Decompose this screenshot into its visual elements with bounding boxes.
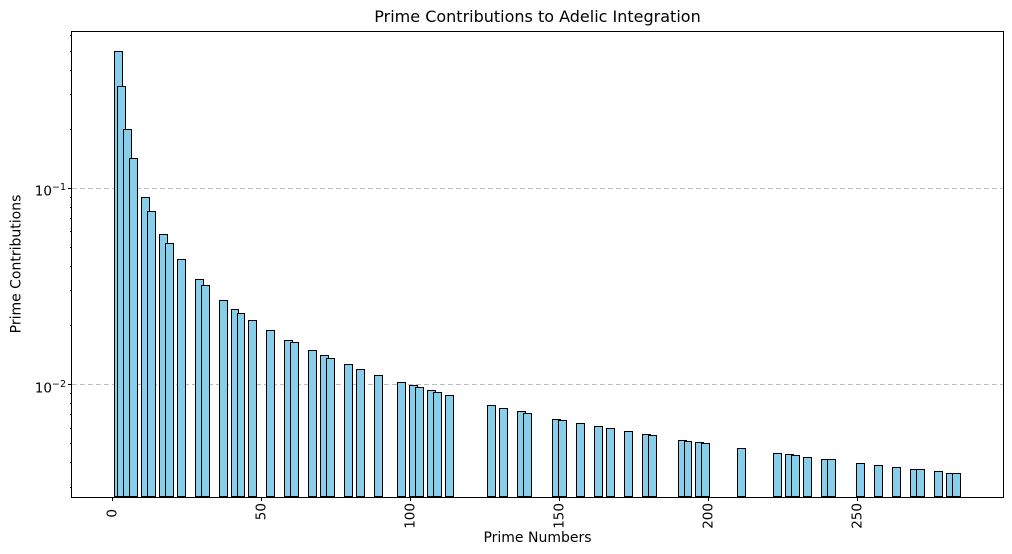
y-axis-label: Prime Contributions	[8, 194, 25, 334]
y-minor-tick	[69, 403, 72, 405]
bar	[176, 259, 186, 497]
x-tick-label: 150	[551, 503, 568, 529]
y-minor-tick	[69, 128, 72, 130]
bar	[147, 210, 157, 497]
y-gridline	[72, 187, 1003, 189]
bar	[486, 404, 496, 497]
y-major-tick	[68, 187, 72, 189]
y-minor-tick	[69, 231, 72, 233]
bar	[445, 394, 455, 497]
y-gridline	[72, 384, 1003, 386]
x-tick-label: 0	[104, 509, 121, 518]
chart-title: Prime Contributions to Adelic Integratio…	[374, 7, 701, 26]
y-minor-tick	[69, 206, 72, 208]
bar	[933, 471, 943, 497]
y-tick-label: 10−2	[34, 378, 66, 397]
bar	[498, 407, 508, 497]
x-tick-label: 50	[253, 503, 270, 521]
bar	[606, 428, 615, 497]
bar	[415, 387, 425, 497]
x-tick-label: 100	[402, 503, 419, 529]
bar	[308, 350, 317, 497]
bar	[701, 443, 711, 497]
x-major-tick	[410, 497, 412, 501]
bar	[892, 466, 902, 497]
bar	[647, 435, 657, 497]
y-minor-tick	[69, 218, 72, 220]
y-minor-tick	[69, 414, 72, 416]
y-minor-tick	[69, 427, 72, 429]
x-tick-label: 200	[700, 503, 717, 529]
bar	[373, 374, 383, 497]
bar	[248, 320, 258, 497]
y-minor-tick	[69, 94, 72, 96]
y-minor-tick	[69, 486, 72, 488]
bar	[790, 455, 800, 497]
bar	[737, 448, 747, 497]
bar	[129, 158, 139, 497]
y-minor-tick	[69, 443, 72, 445]
bar	[218, 299, 228, 497]
bar	[802, 456, 812, 497]
bar	[772, 452, 782, 497]
y-minor-tick	[69, 246, 72, 248]
y-minor-tick	[69, 35, 72, 37]
y-tick-label: 10−1	[34, 182, 66, 200]
y-minor-tick	[69, 50, 72, 52]
bar	[951, 473, 961, 497]
y-minor-tick	[69, 462, 72, 464]
bar	[558, 419, 568, 497]
y-minor-tick	[69, 196, 72, 198]
bar	[355, 368, 365, 497]
plot-area	[71, 31, 1004, 498]
y-minor-tick	[69, 290, 72, 292]
bar	[576, 422, 586, 497]
bar	[594, 426, 604, 497]
bar	[266, 330, 276, 497]
y-major-tick	[68, 384, 72, 386]
x-axis-label: Prime Numbers	[483, 530, 592, 546]
bar	[236, 312, 246, 497]
bar	[164, 243, 174, 497]
x-major-tick	[857, 497, 859, 501]
x-major-tick	[261, 497, 263, 501]
bar	[623, 431, 633, 497]
y-minor-tick	[69, 265, 72, 267]
bar	[397, 381, 407, 497]
bar	[290, 342, 300, 497]
bar	[325, 357, 335, 497]
bar	[826, 459, 836, 497]
x-major-tick	[708, 497, 710, 501]
bar	[200, 284, 210, 497]
bar	[522, 412, 532, 497]
y-minor-tick	[69, 69, 72, 71]
bar	[433, 391, 443, 497]
x-major-tick	[559, 497, 561, 501]
y-minor-tick	[69, 325, 72, 327]
x-major-tick	[112, 497, 114, 501]
bar	[343, 364, 353, 497]
bar	[915, 469, 925, 497]
bar	[874, 464, 884, 497]
bar	[683, 440, 693, 497]
x-tick-label: 250	[849, 503, 866, 529]
bar	[856, 462, 866, 497]
y-minor-tick	[69, 393, 72, 395]
